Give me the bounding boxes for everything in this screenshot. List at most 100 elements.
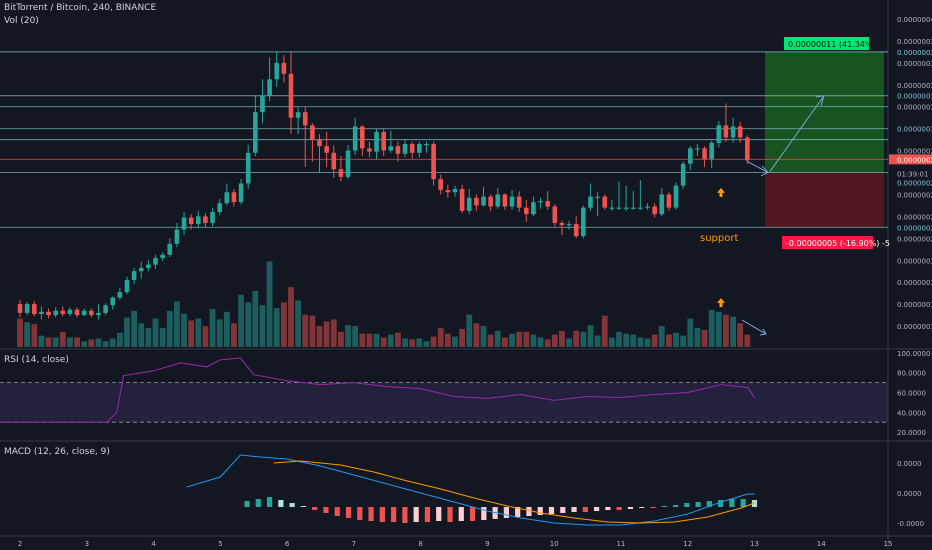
price-marker-label: 0.00000025	[897, 179, 932, 187]
macd-histogram-bar	[627, 507, 634, 509]
candle-body	[67, 309, 73, 314]
volume-bar	[280, 302, 287, 347]
macd-histogram-bar	[379, 507, 385, 522]
rsi-band	[0, 382, 888, 423]
candle-body	[39, 311, 44, 314]
volume-bar	[708, 309, 715, 347]
macd-histogram-bar	[718, 500, 724, 507]
candle-body	[445, 190, 451, 193]
stop-zone	[765, 172, 884, 228]
volume-bar	[551, 334, 558, 347]
volume-bar	[173, 301, 180, 347]
candle-body	[687, 148, 693, 164]
candle-body	[723, 125, 729, 138]
macd-histogram-bar	[729, 499, 735, 507]
candles	[17, 51, 750, 320]
time-tick-label: 13	[750, 540, 759, 548]
volume-arrow-head	[759, 328, 767, 336]
volume-bar	[17, 318, 23, 347]
volume-bar	[559, 330, 565, 347]
candle-body	[288, 73, 294, 118]
candle-body	[431, 144, 436, 180]
macd-line	[186, 454, 755, 526]
target-zone	[765, 51, 884, 173]
macd-histogram-bar	[684, 503, 690, 507]
rsi-tick-label: 40.0000	[897, 409, 926, 417]
price-tick-label: 0.00000018	[897, 257, 932, 265]
volume-bar	[402, 338, 408, 347]
candle-body	[17, 304, 23, 313]
candle-body	[46, 311, 51, 316]
volume-bar	[566, 338, 572, 347]
volume-bar	[473, 323, 480, 347]
candle-body	[581, 207, 586, 237]
volume-bar	[452, 336, 458, 347]
price-marker-box	[889, 177, 932, 188]
volume-bar	[744, 334, 751, 347]
candle-body	[673, 185, 679, 208]
volume-bar	[673, 332, 679, 347]
volume-bar	[116, 332, 123, 347]
candle-body	[424, 144, 429, 146]
candle-body	[89, 310, 94, 316]
candle-body	[167, 243, 173, 255]
time-tick-label: 15	[884, 540, 893, 548]
time-tick-label: 10	[550, 540, 559, 548]
macd-histogram-bar	[661, 506, 667, 507]
candle-body	[295, 112, 301, 118]
candle-body	[224, 192, 230, 204]
macd-histogram-bar	[481, 507, 487, 520]
candle-body	[24, 304, 30, 313]
volume-bars	[17, 261, 751, 347]
macd-histogram-bar	[503, 507, 509, 518]
volume-bar	[38, 335, 45, 347]
volume-bar	[601, 315, 608, 347]
candle-body	[459, 188, 465, 211]
price-tick-label: 0.00000012	[897, 323, 932, 331]
volume-bar	[544, 339, 551, 347]
candle-body	[623, 207, 629, 209]
price-marker-box	[889, 154, 932, 165]
volume-bar	[166, 310, 173, 347]
candle-body	[60, 310, 66, 314]
candle-body	[545, 201, 550, 207]
time-tick-label: 3	[85, 540, 89, 548]
macd-histogram-bar	[740, 499, 746, 507]
candle-body	[516, 196, 522, 208]
volume-bar	[74, 337, 80, 347]
candle-body	[409, 144, 415, 153]
candle-body	[588, 196, 593, 208]
volume-arrow-line	[741, 319, 767, 335]
candle-body	[367, 148, 372, 152]
axes: 0.00000040 0.00000038 0.00000036 0.00000034…	[18, 16, 932, 548]
rsi-tick-label: 60.0000	[897, 390, 926, 398]
candle-body	[338, 169, 344, 177]
candle-body	[310, 125, 315, 140]
rsi-tick-label: 80.0000	[897, 370, 926, 378]
macd-histogram-bar	[571, 507, 577, 512]
candle-body	[573, 224, 579, 237]
volume-bar	[502, 337, 508, 347]
drawings: support 0.00000011 (41.34%) 11 -0.00000005…	[700, 37, 890, 336]
volume-bar	[723, 314, 729, 347]
volume-bar	[637, 337, 644, 347]
volume-bar	[231, 323, 237, 347]
macd-histogram-bar	[458, 507, 464, 521]
volume-bar	[587, 325, 594, 347]
price-marker-label: 0.00000033	[897, 93, 932, 101]
time-tick-label: 4	[151, 540, 156, 548]
candle-body	[652, 206, 657, 215]
volume-bar	[288, 287, 294, 347]
volume-bar	[373, 333, 380, 347]
candle-body	[566, 224, 572, 226]
candle-body	[210, 212, 215, 223]
macd-histogram-bar	[447, 507, 453, 522]
price-marker-box	[889, 123, 932, 134]
time-tick-label: 7	[352, 540, 356, 548]
time-tick-label: 9	[485, 540, 489, 548]
volume-bar	[223, 311, 230, 347]
volume-bar	[245, 302, 252, 347]
volume-bar	[216, 319, 223, 347]
